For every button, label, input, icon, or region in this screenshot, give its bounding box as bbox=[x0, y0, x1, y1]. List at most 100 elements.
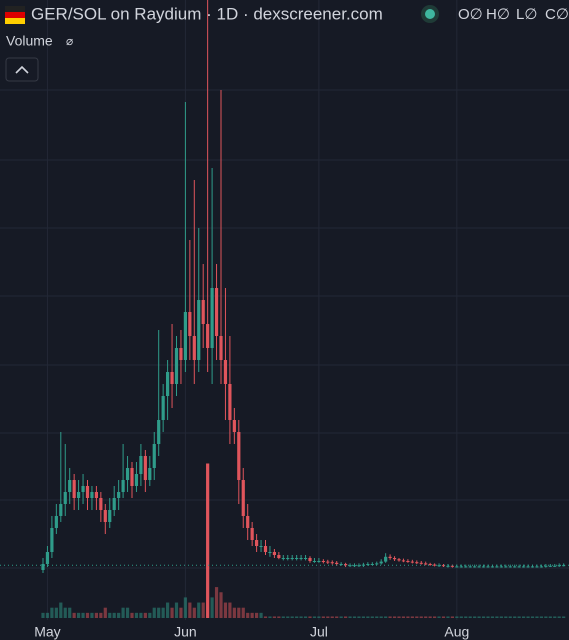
volume-bar bbox=[504, 616, 508, 618]
volume-bar bbox=[183, 597, 187, 618]
x-tick-label: Jul bbox=[310, 624, 328, 640]
candle-body bbox=[433, 564, 437, 566]
candle-body bbox=[557, 565, 561, 567]
volume-bar bbox=[174, 602, 179, 618]
candle-body bbox=[286, 558, 290, 559]
ohlc-high: H∅ bbox=[486, 6, 510, 23]
candle-body bbox=[174, 348, 179, 384]
candle-body bbox=[455, 566, 459, 568]
volume-bar bbox=[473, 616, 477, 618]
candle-body bbox=[544, 565, 548, 567]
volume-bar bbox=[148, 612, 152, 618]
volume-bar bbox=[544, 616, 548, 618]
candle-body bbox=[246, 516, 250, 528]
collapse-button[interactable] bbox=[5, 57, 39, 82]
candle-body bbox=[112, 498, 116, 510]
volume-bar bbox=[290, 616, 294, 618]
candle-body bbox=[317, 561, 321, 562]
candle-body bbox=[517, 566, 521, 568]
candle-body bbox=[375, 563, 379, 565]
candle-body bbox=[161, 396, 165, 420]
candle-body bbox=[237, 432, 241, 480]
volume-bar bbox=[348, 616, 352, 618]
volume-bar bbox=[562, 616, 566, 618]
candle-body bbox=[339, 564, 343, 565]
volume-bar bbox=[134, 612, 139, 618]
candle-body bbox=[495, 566, 499, 568]
volume-bar bbox=[161, 607, 165, 618]
candle-body bbox=[441, 565, 446, 567]
volume-bar bbox=[522, 616, 526, 618]
candle-body bbox=[553, 565, 557, 567]
candle-body bbox=[366, 564, 370, 565]
candle-body bbox=[486, 566, 490, 568]
volume-bar bbox=[557, 616, 561, 618]
volume-bar bbox=[77, 612, 81, 618]
volume-bar bbox=[379, 616, 383, 618]
volume-bar bbox=[388, 616, 392, 618]
candle-body bbox=[197, 300, 201, 360]
volume-bar bbox=[223, 602, 228, 618]
volume-bar bbox=[214, 587, 219, 618]
volume-bar bbox=[272, 616, 276, 618]
candle-body bbox=[41, 564, 45, 570]
volume-bar bbox=[330, 616, 334, 618]
volume-bar bbox=[268, 616, 272, 618]
candle-body bbox=[392, 558, 397, 560]
candle-body bbox=[63, 492, 67, 504]
candle-body bbox=[81, 486, 85, 492]
flag-stripe bbox=[5, 6, 25, 12]
candle-body bbox=[210, 288, 214, 348]
volume-bar bbox=[415, 616, 419, 618]
volume-bar bbox=[197, 602, 201, 618]
chevron-up[interactable] bbox=[15, 65, 29, 74]
candle-body bbox=[85, 486, 90, 498]
candle-body bbox=[352, 565, 357, 567]
volume-bar bbox=[375, 616, 379, 618]
volume-bar bbox=[495, 616, 499, 618]
candle-body bbox=[539, 566, 543, 568]
candle-body bbox=[241, 480, 245, 516]
candle-body bbox=[72, 480, 76, 498]
volume-bar bbox=[103, 607, 107, 618]
volume-bar bbox=[228, 602, 232, 618]
volume-bar bbox=[246, 612, 250, 618]
candle-body bbox=[446, 565, 450, 567]
candle-body bbox=[90, 492, 94, 498]
volume-icon[interactable]: ⌀ bbox=[66, 34, 73, 48]
volume-bar bbox=[281, 616, 285, 618]
candle-body bbox=[250, 528, 254, 540]
candle-body bbox=[263, 546, 268, 552]
candle-body bbox=[183, 312, 187, 360]
candle-body bbox=[468, 566, 472, 568]
volume-bar bbox=[428, 616, 432, 618]
volume-bar bbox=[464, 616, 468, 618]
volume-bar bbox=[206, 463, 210, 618]
x-tick-label: Jun bbox=[174, 624, 197, 640]
volume-bar bbox=[424, 616, 428, 618]
volume-bar bbox=[63, 607, 67, 618]
volume-bar bbox=[339, 616, 343, 618]
candle-body bbox=[206, 324, 210, 348]
volume-bar bbox=[486, 616, 490, 618]
candle-body bbox=[473, 566, 477, 568]
candle-body bbox=[59, 504, 63, 516]
candle-body bbox=[357, 565, 361, 567]
candle-body bbox=[148, 468, 152, 480]
button-box[interactable] bbox=[5, 57, 39, 82]
volume-bar bbox=[295, 616, 299, 618]
volume-bar bbox=[117, 612, 121, 618]
volume-bar bbox=[477, 616, 481, 618]
volume-bar bbox=[68, 607, 72, 618]
title: GER/SOL on Raydium · 1D · dexscreener.co… bbox=[31, 4, 383, 23]
candle-body bbox=[397, 559, 401, 561]
candle-body bbox=[223, 360, 228, 384]
volume-bar bbox=[321, 616, 325, 618]
candle-body bbox=[361, 564, 365, 566]
candle-body bbox=[415, 562, 419, 564]
volume-bar bbox=[437, 616, 441, 618]
volume-label: Volume bbox=[6, 33, 53, 49]
flag bbox=[5, 6, 25, 24]
volume-bar bbox=[232, 607, 236, 618]
